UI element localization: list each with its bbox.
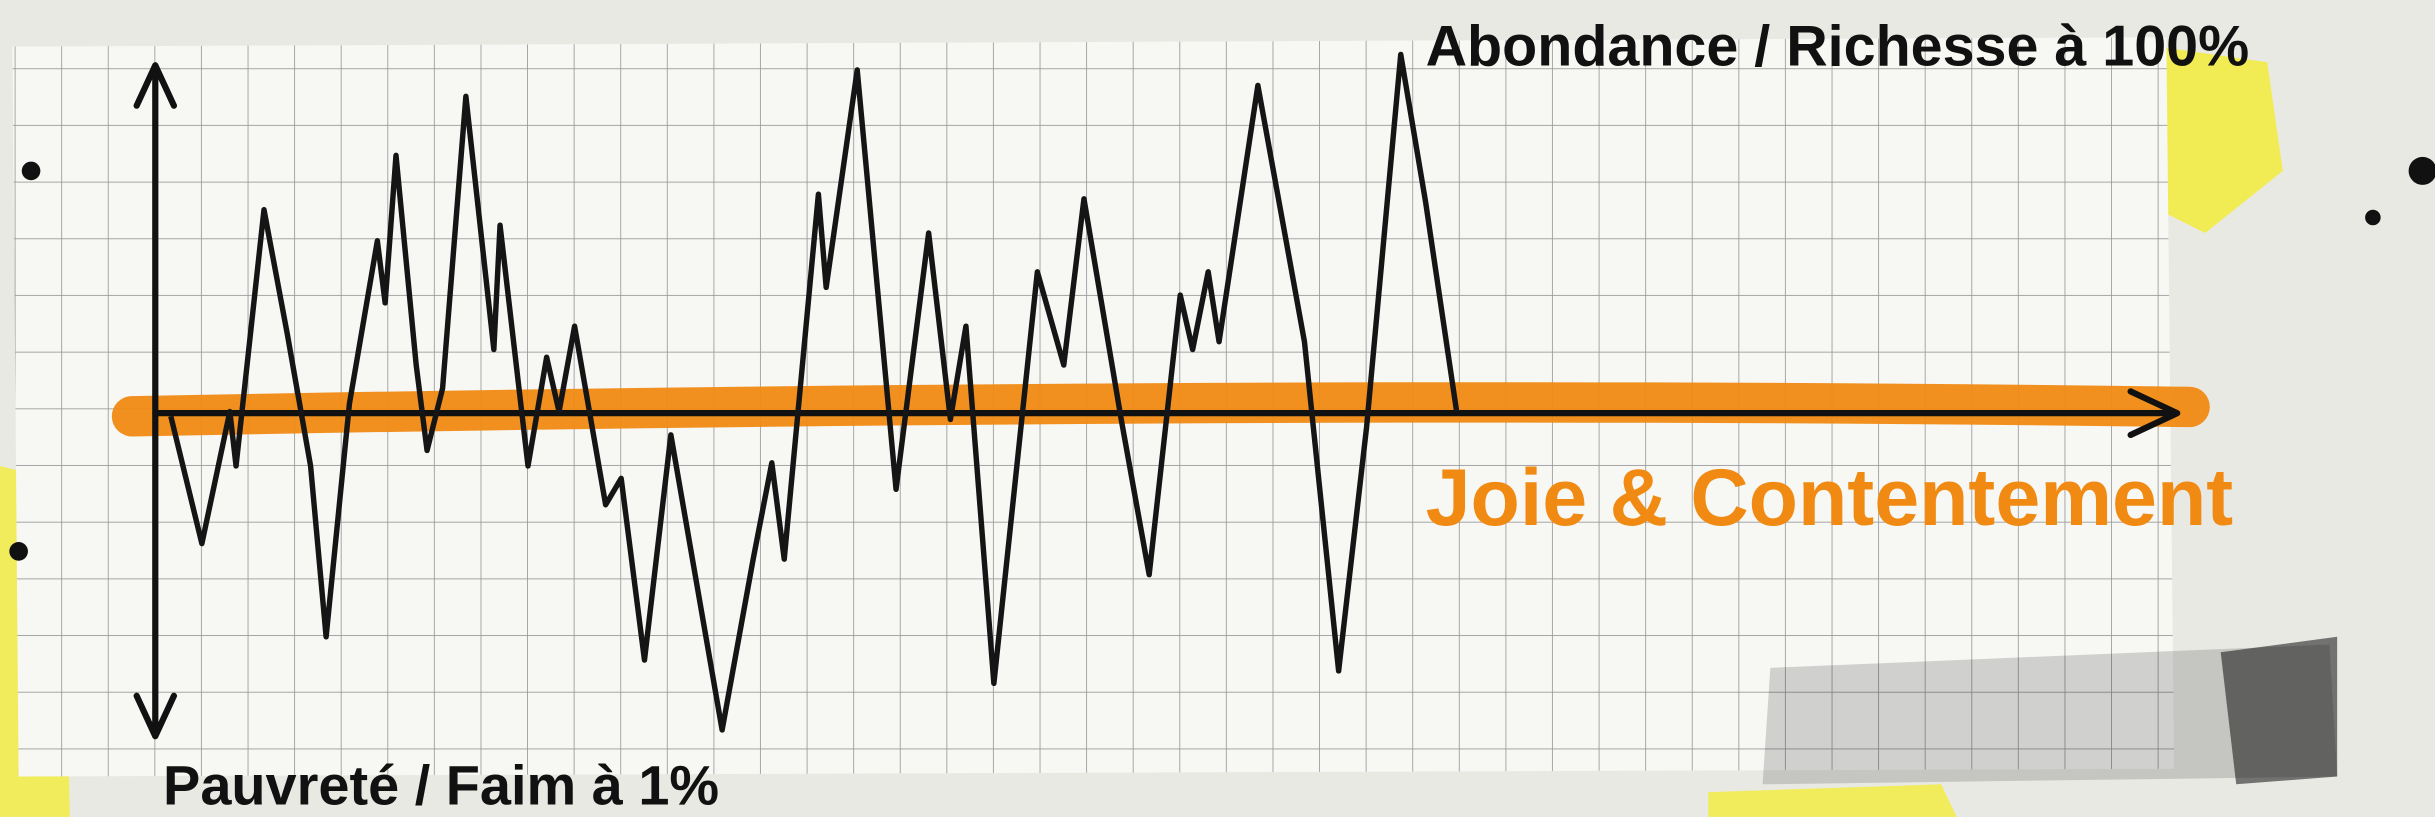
top-label: Abondance / Richesse à 100% <box>1426 14 2250 78</box>
ink-texture <box>1762 644 2338 785</box>
ink-dot <box>21 161 41 181</box>
bottom-label: Pauvreté / Faim à 1% <box>163 753 719 816</box>
ink-dot <box>2365 209 2381 226</box>
axis-label: Joie & Contentement <box>1426 453 2234 543</box>
ink-dot <box>2408 156 2435 185</box>
yellow-splash <box>1708 784 1957 817</box>
ink-dot <box>9 542 28 561</box>
ink-texture <box>2220 636 2338 785</box>
zigzag-line <box>168 51 1460 733</box>
vertical-arrow <box>133 62 178 740</box>
yellow-splash <box>2143 46 2283 234</box>
